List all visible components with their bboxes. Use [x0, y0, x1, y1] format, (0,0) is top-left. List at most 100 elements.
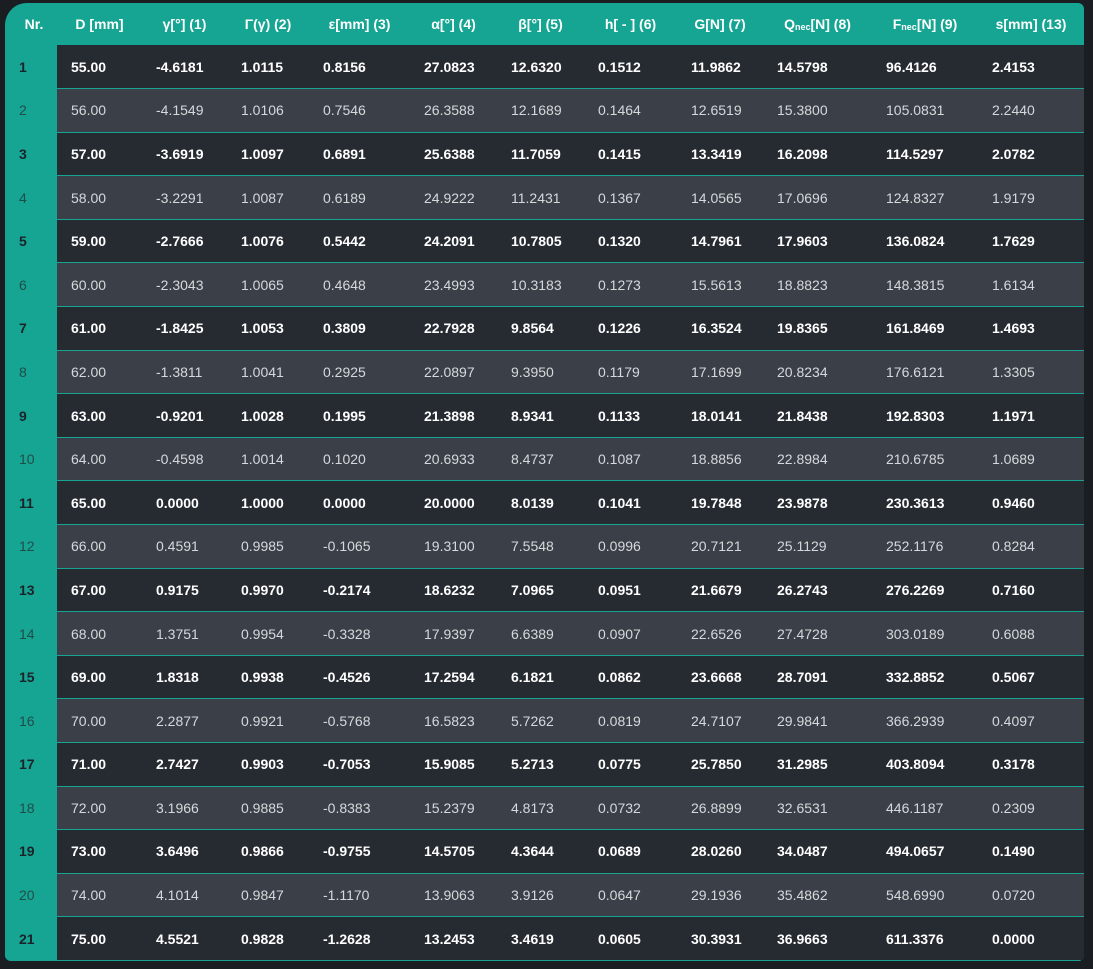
- cell-alpha: 13.2453: [410, 916, 497, 961]
- table-row[interactable]: 13 67.00 0.9175 0.9970 -0.2174 18.6232 7.0965 0…: [5, 568, 1084, 613]
- cell-f-nec: 176.6121: [872, 350, 978, 395]
- cell-gamma: -4.6181: [142, 45, 227, 90]
- cell-q-nec: 17.9603: [763, 219, 872, 264]
- cell-q-nec: 28.7091: [763, 655, 872, 700]
- cell-nr: 6: [5, 262, 57, 307]
- cell-epsilon: 0.2925: [309, 350, 410, 395]
- cell-diameter: 58.00: [57, 175, 142, 220]
- cell-diameter: 66.00: [57, 524, 142, 569]
- header-q-nec[interactable]: Qnec[N] (8): [763, 3, 872, 45]
- header-g-force[interactable]: G[N] (7): [694, 16, 746, 32]
- cell-gamma-function: 0.9985: [227, 524, 309, 569]
- cell-f-nec: 114.5297: [872, 132, 978, 177]
- cell-f-nec: 192.8303: [872, 393, 978, 438]
- cell-h: 0.1179: [584, 350, 677, 395]
- table-row[interactable]: 14 68.00 1.3751 0.9954 -0.3328 17.9397 6.6389 0…: [5, 611, 1084, 656]
- table-row[interactable]: 2 56.00 -4.1549 1.0106 0.7546 26.3588 12.1689 0…: [5, 88, 1084, 133]
- cell-h: 0.1415: [584, 132, 677, 177]
- table-row[interactable]: 11 65.00 0.0000 1.0000 0.0000 20.0000 8.0139 0.…: [5, 480, 1084, 526]
- table-row[interactable]: 9 63.00 -0.9201 1.0028 0.1995 21.3898 8.9341 0.…: [5, 393, 1084, 438]
- cell-f-nec: 124.8327: [872, 175, 978, 220]
- cell-h: 0.0907: [584, 611, 677, 656]
- cell-diameter: 61.00: [57, 306, 142, 351]
- cell-h: 0.0819: [584, 698, 677, 743]
- cell-diameter: 63.00: [57, 393, 142, 438]
- cell-g-force: 20.7121: [677, 524, 763, 569]
- cell-f-nec: 252.1176: [872, 524, 978, 569]
- cell-s: 0.9460: [978, 480, 1084, 526]
- cell-gamma: -3.6919: [142, 132, 227, 177]
- cell-epsilon: -1.2628: [309, 916, 410, 961]
- cell-beta: 10.3183: [497, 262, 584, 308]
- cell-s: 1.1971: [978, 393, 1084, 438]
- cell-nr: 7: [5, 306, 57, 351]
- table-row[interactable]: 8 62.00 -1.3811 1.0041 0.2925 22.0897 9.3950 0.…: [5, 350, 1084, 395]
- cell-gamma: 2.7427: [142, 742, 227, 787]
- cell-gamma-function: 1.0087: [227, 175, 309, 220]
- cell-gamma: 3.6496: [142, 829, 227, 874]
- cell-s: 0.6088: [978, 611, 1084, 656]
- table-row[interactable]: 18 72.00 3.1966 0.9885 -0.8383 15.2379 4.8173 0…: [5, 786, 1084, 831]
- cell-nr: 4: [5, 175, 57, 220]
- table-row[interactable]: 5 59.00 -2.7666 1.0076 0.5442 24.2091 10.7805 0…: [5, 219, 1084, 264]
- table-row[interactable]: 4 58.00 -3.2291 1.0087 0.6189 24.9222 11.2431 0…: [5, 175, 1084, 220]
- cell-gamma: -2.7666: [142, 219, 227, 264]
- cell-gamma: 1.8318: [142, 655, 227, 700]
- table-body: 1 55.00 -4.6181 1.0115 0.8156 27.0823 12.6320 0…: [5, 45, 1084, 961]
- cell-alpha: 15.2379: [410, 786, 497, 831]
- header-f-nec[interactable]: Fnec[N] (9): [872, 3, 978, 45]
- header-beta[interactable]: β[°] (5): [518, 16, 563, 32]
- cell-alpha: 21.3898: [410, 393, 497, 438]
- header-s[interactable]: s[mm] (13): [995, 16, 1067, 32]
- header-nr[interactable]: Nr.: [24, 16, 44, 32]
- table-row[interactable]: 16 70.00 2.2877 0.9921 -0.5768 16.5823 5.7262 0…: [5, 698, 1084, 743]
- table-row[interactable]: 21 75.00 4.5521 0.9828 -1.2628 13.2453 3.4619 0…: [5, 916, 1084, 961]
- cell-q-nec: 35.4862: [763, 873, 872, 918]
- header-gamma[interactable]: γ[°] (1): [162, 16, 207, 32]
- header-alpha[interactable]: α[°] (4): [431, 16, 476, 32]
- table-row[interactable]: 1 55.00 -4.6181 1.0115 0.8156 27.0823 12.6320 0…: [5, 45, 1084, 90]
- table-row[interactable]: 3 57.00 -3.6919 1.0097 0.6891 25.6388 11.7059 0…: [5, 132, 1084, 177]
- table-row[interactable]: 7 61.00 -1.8425 1.0053 0.3809 22.7928 9.8564 0.…: [5, 306, 1084, 351]
- cell-s: 1.3305: [978, 350, 1084, 395]
- table-row[interactable]: 17 71.00 2.7427 0.9903 -0.7053 15.9085 5.2713 0…: [5, 742, 1084, 787]
- cell-beta: 3.9126: [497, 873, 584, 918]
- cell-g-force: 22.6526: [677, 611, 763, 656]
- cell-epsilon: 0.6891: [309, 132, 410, 177]
- cell-q-nec: 26.2743: [763, 568, 872, 613]
- header-f-rest: [N] (9): [916, 16, 958, 32]
- cell-epsilon: 0.5442: [309, 219, 410, 264]
- results-table-panel: Nr. D [mm] γ[°] (1) Γ(γ) (2) ε[mm] (3) α…: [5, 3, 1084, 961]
- cell-s: 0.1490: [978, 829, 1084, 874]
- cell-h: 0.1226: [584, 306, 677, 351]
- cell-f-nec: 303.0189: [872, 611, 978, 656]
- cell-gamma-function: 0.9885: [227, 786, 309, 831]
- header-h[interactable]: h[ - ] (6): [604, 16, 657, 32]
- cell-alpha: 23.4993: [410, 262, 497, 308]
- table-row[interactable]: 6 60.00 -2.3043 1.0065 0.4648 23.4993 10.3183 0…: [5, 262, 1084, 308]
- cell-h: 0.1320: [584, 219, 677, 264]
- cell-gamma-function: 1.0076: [227, 219, 309, 264]
- cell-g-force: 12.6519: [677, 88, 763, 133]
- header-diameter[interactable]: D [mm]: [75, 16, 124, 32]
- header-gamma-function[interactable]: Γ(γ) (2): [244, 16, 292, 32]
- table-row[interactable]: 15 69.00 1.8318 0.9938 -0.4526 17.2594 6.1821 0…: [5, 655, 1084, 700]
- cell-beta: 7.0965: [497, 568, 584, 613]
- table-row[interactable]: 20 74.00 4.1014 0.9847 -1.1170 13.9063 3.9126 0…: [5, 873, 1084, 918]
- cell-diameter: 68.00: [57, 611, 142, 656]
- header-epsilon[interactable]: ε[mm] (3): [328, 16, 391, 32]
- cell-f-nec: 105.0831: [872, 88, 978, 133]
- table-row[interactable]: 10 64.00 -0.4598 1.0014 0.1020 20.6933 8.4737 0…: [5, 437, 1084, 482]
- cell-diameter: 55.00: [57, 45, 142, 90]
- cell-beta: 9.3950: [497, 350, 584, 395]
- table-row[interactable]: 19 73.00 3.6496 0.9866 -0.9755 14.5705 4.3644 0…: [5, 829, 1084, 874]
- cell-q-nec: 29.9841: [763, 698, 872, 743]
- cell-s: 2.0782: [978, 132, 1084, 177]
- cell-beta: 7.5548: [497, 524, 584, 569]
- table-row[interactable]: 12 66.00 0.4591 0.9985 -0.1065 19.3100 7.5548 0…: [5, 524, 1084, 569]
- header-f-main: F: [892, 16, 902, 32]
- cell-h: 0.0605: [584, 916, 677, 961]
- cell-nr: 1: [5, 45, 57, 89]
- header-q-sub: nec: [794, 22, 811, 32]
- cell-nr: 8: [5, 350, 57, 394]
